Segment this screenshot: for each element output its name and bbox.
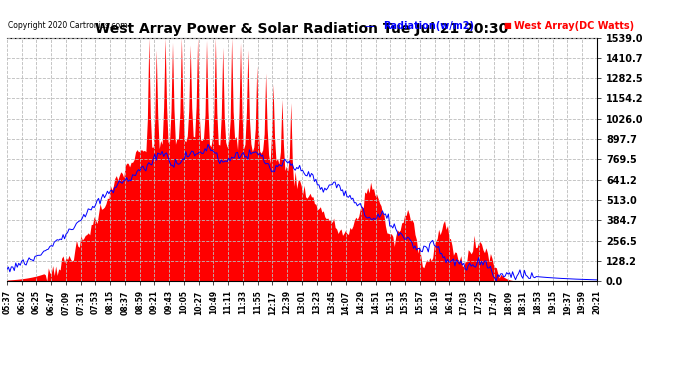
Text: Copyright 2020 Cartronics.com: Copyright 2020 Cartronics.com (8, 21, 128, 30)
Text: ■: ■ (504, 21, 511, 30)
Text: West Array(DC Watts): West Array(DC Watts) (514, 21, 634, 31)
Text: Radiation(w/m2): Radiation(w/m2) (383, 21, 474, 31)
Text: —: — (364, 21, 374, 31)
Title: West Array Power & Solar Radiation Tue Jul 21 20:30: West Array Power & Solar Radiation Tue J… (95, 22, 509, 36)
